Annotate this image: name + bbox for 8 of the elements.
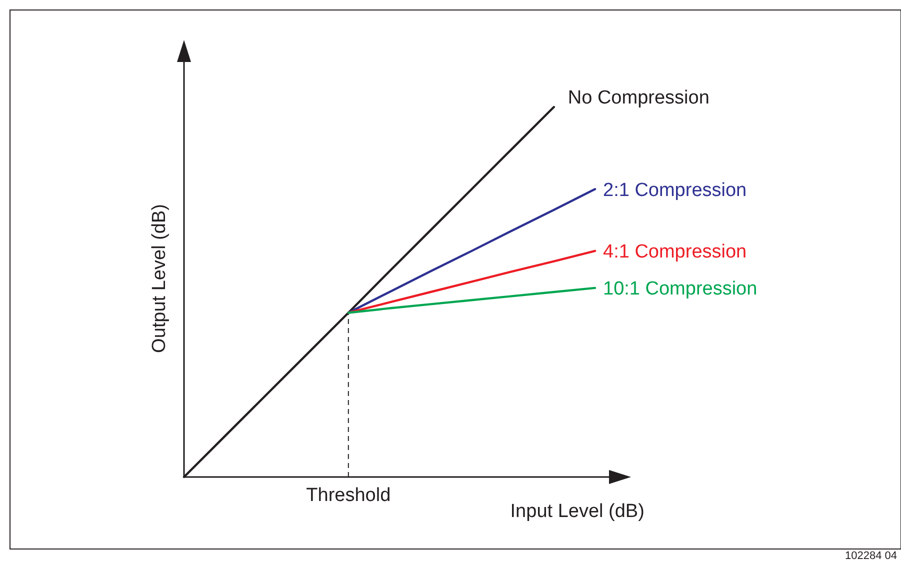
y-axis-title: Output Level (dB) (149, 204, 170, 353)
series-label: 4:1 Compression (603, 242, 747, 263)
x-axis-title: Input Level (dB) (510, 501, 644, 522)
text: 102284 04 (845, 550, 897, 561)
text: Threshold (306, 485, 391, 506)
series-label: 10:1 Compression (603, 278, 758, 300)
series-label: No Compression (568, 88, 710, 109)
series-label: 2:1 Compression (603, 180, 747, 201)
